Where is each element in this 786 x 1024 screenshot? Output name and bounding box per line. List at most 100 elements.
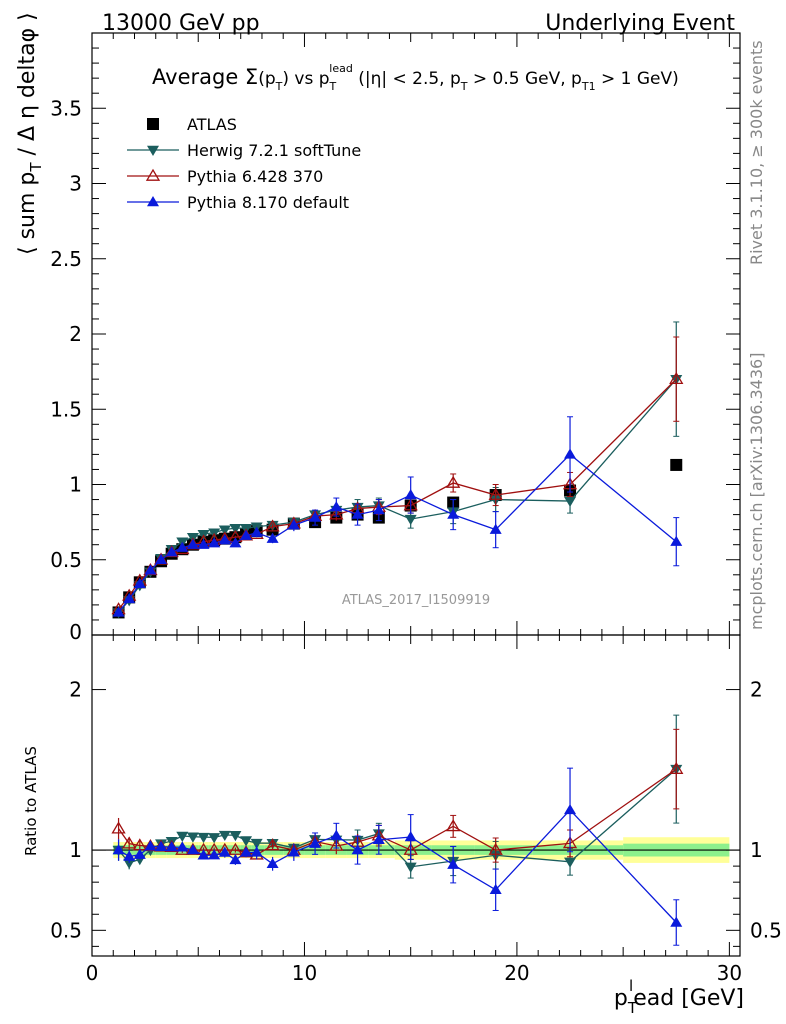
chart-title: Average Σ(pT) vs pTlead (|η| < 2.5, pT >… [152,62,679,93]
data-point [240,529,253,540]
ratio-point [265,838,280,851]
ratio-tick-label: 2 [69,678,82,702]
ratio-point [218,830,231,842]
legend-marker [145,168,161,181]
mcplots-label: mcplots.cern.ch [arXiv:1306.3436] [747,353,766,630]
y-tick-label: 0.5 [50,548,82,572]
ratio-point [122,836,137,849]
y-tick-label: 1.5 [50,397,82,421]
data-point [669,371,684,385]
data-point [144,564,157,575]
ratio-point [404,831,417,842]
ratio-point [218,846,231,857]
x-tick-label: 30 [717,961,742,985]
series-2 [111,336,684,615]
series-1 [112,321,683,619]
ratio-point [488,842,503,855]
legend-item: Pythia 8.170 default [127,193,349,212]
data-point [446,475,461,488]
series-line [118,378,677,613]
legend-item: Pythia 6.428 370 [127,167,323,186]
data-point [564,448,577,459]
data-point [488,487,503,500]
ratio-series [111,714,684,946]
data-point [329,507,344,520]
data-point [229,523,242,535]
ratio-point [564,857,577,868]
analysis-label: Underlying Event [545,11,735,36]
ratio-point [351,844,364,855]
ratio-point [186,832,199,843]
energy-label: 13000 GeV pp [102,11,260,36]
legend-marker [147,118,159,130]
ratio-point [112,844,125,855]
ratio-point [155,840,168,851]
ratio-point [446,819,461,832]
main-series [111,321,684,619]
data-point [155,553,168,564]
ratio-plot-frame [91,634,741,957]
data-point [404,514,417,526]
ratio-point [197,849,210,860]
ratio-point [287,846,300,857]
ratio-point [489,883,502,894]
ratio-point [133,848,146,859]
ratio-point [229,853,242,865]
ratio-point [329,838,344,851]
x-axis-label: pTlead [GeV] [614,977,744,1017]
legend-label: ATLAS [187,115,237,134]
legend-label: Pythia 6.428 370 [187,167,323,186]
data-point [330,501,343,512]
data-point [112,606,125,617]
ratio-tick-label-right: 2 [750,678,763,702]
ratio-y-axis-label: Ratio to ATLAS [22,746,40,856]
data-point [670,535,683,546]
ratio-tick-label-right: 0.5 [750,918,782,942]
data-point [309,511,322,522]
ratio-point [240,836,253,847]
ratio-point [186,844,199,855]
ratio-point [670,916,683,927]
data-point [287,519,300,530]
y-axis-label: ⟨ sum pT / Δ η deltaφ ⟩ [15,12,45,255]
ratio-point [330,829,343,840]
legend-marker [147,145,159,156]
ratio-tick-label: 0.5 [50,918,82,942]
ratio-point [447,858,460,869]
data-point [229,537,242,548]
series-line [118,378,677,610]
data-point [489,523,502,534]
ratio-point [111,821,126,834]
data-point [265,519,280,532]
ratio-point [165,841,178,852]
ratio-tick-label: 1 [69,838,82,862]
legend: ATLAS Herwig 7.2.1 softTune Pythia 6.428 3… [127,115,361,212]
data-point [176,541,189,552]
legend-item: Herwig 7.2.1 softTune [127,141,361,160]
data-point [250,526,263,537]
legend-label: Pythia 8.170 default [187,193,349,212]
axis-tick-labels: 0 10 20 300.511.522.533.500.5 0.51 12 2 [50,96,782,985]
ratio-point [372,833,385,844]
y-tick-label: 3.5 [50,96,82,120]
x-tick-label: 0 [86,961,99,985]
ratio-point [250,838,263,850]
ratio-point [309,837,322,848]
x-tick-label: 10 [292,961,317,985]
legend-marker [147,196,159,207]
ratio-point [123,850,136,861]
y-tick-label: 2.5 [50,247,82,271]
y-tick-label: 3 [69,172,82,196]
ratio-point [176,841,189,852]
ratio-point [197,832,210,844]
series-3 [112,416,683,617]
data-point [123,592,136,604]
axis-ticks [91,33,740,956]
data-point [133,577,146,589]
ratio-point [144,840,157,851]
ratio-point [208,833,221,844]
data-point [670,458,683,471]
y-tick-label: 2 [69,322,82,346]
ratio-point [123,858,136,869]
